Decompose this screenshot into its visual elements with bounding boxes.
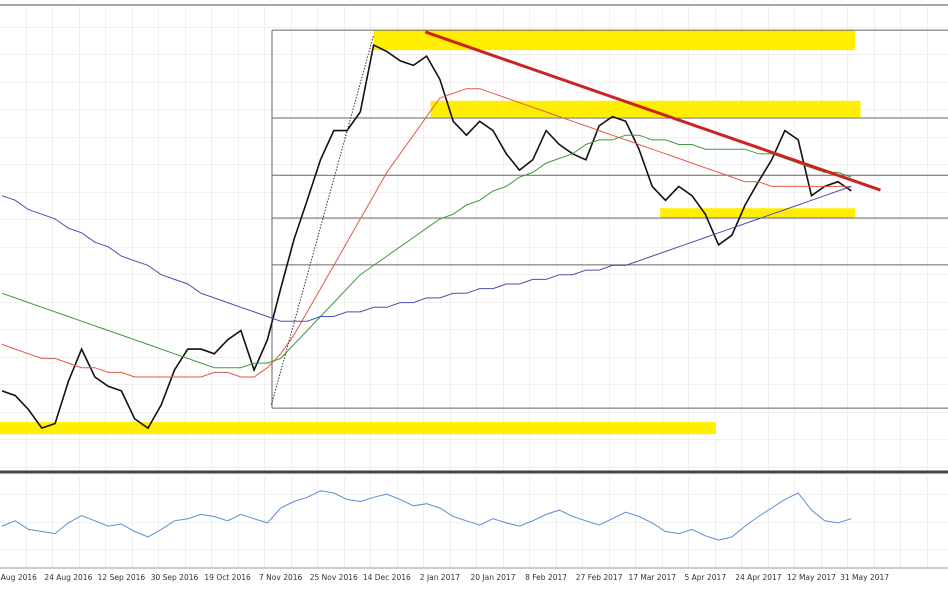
indicator-line [1, 185, 852, 322]
lower-grid [0, 476, 948, 568]
x-tick-label: 3 Aug 2016 [0, 573, 37, 582]
trend-line [424, 30, 881, 192]
x-tick-label: 7 Nov 2016 [259, 573, 302, 582]
x-tick-label: 14 Dec 2016 [363, 573, 411, 582]
indicator-line [1, 490, 852, 541]
price-line [1, 43, 852, 430]
zone [373, 30, 856, 51]
x-tick-label: 5 Apr 2017 [685, 573, 727, 582]
x-tick-label: 20 Jan 2017 [471, 573, 516, 582]
x-tick-label: 12 Sep 2016 [98, 573, 146, 582]
x-tick-label: 30 Sep 2016 [151, 573, 199, 582]
x-tick-label: 31 May 2017 [840, 573, 889, 582]
indicator-line [1, 134, 852, 369]
indicator-line [1, 88, 852, 378]
x-tick-label: 25 Nov 2016 [310, 573, 358, 582]
x-tick-label: 24 Apr 2017 [735, 573, 782, 582]
x-tick-label: 8 Feb 2017 [525, 573, 567, 582]
plot: 3 Aug 2016 24 Aug 2016 12 Sep 2016 30 Sep 2… [0, 29, 948, 582]
x-tick-label: 19 Oct 2016 [204, 573, 251, 582]
zone [0, 422, 716, 435]
zone [660, 208, 856, 218]
main-grid [0, 5, 948, 470]
x-tick-label: 24 Aug 2016 [44, 573, 92, 582]
x-tick-label: 12 May 2017 [787, 573, 836, 582]
x-tick-label: 2 Jan 2017 [420, 573, 460, 582]
projection-line [270, 35, 375, 406]
x-tick-label: 17 Mar 2017 [628, 573, 676, 582]
x-tick-label: 27 Feb 2017 [576, 573, 623, 582]
